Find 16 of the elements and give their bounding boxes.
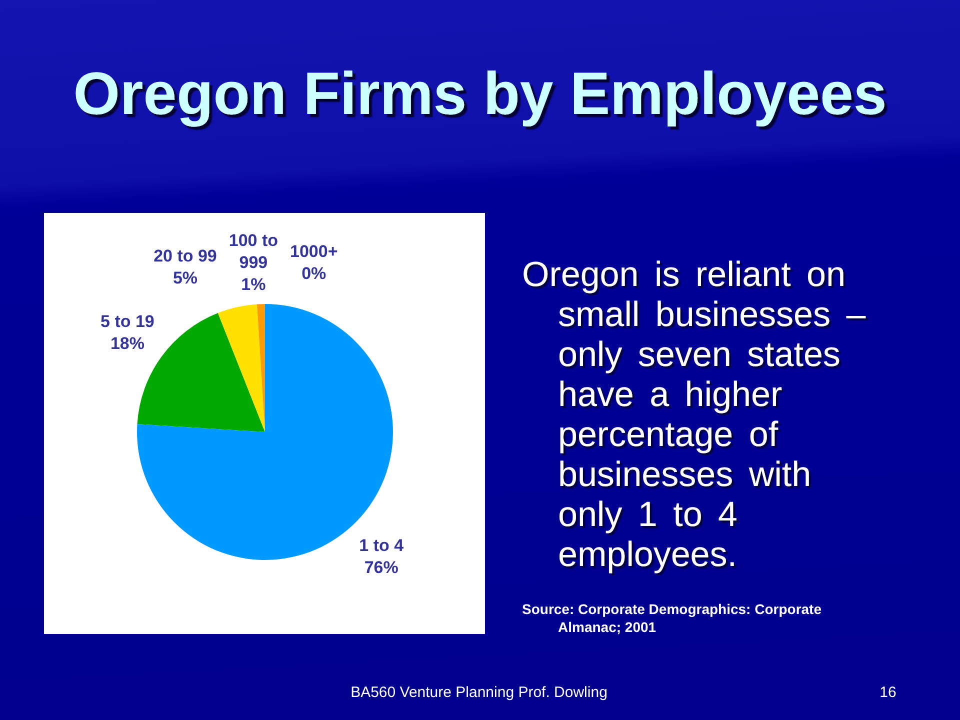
pie-slice [218, 304, 265, 432]
data-label: 76% [364, 558, 398, 578]
slice-label: 20 to 99 [154, 246, 217, 266]
slice-label: 100 to 999 [228, 231, 278, 272]
slice-label: 5 to 19 [100, 312, 154, 332]
data-label: 18% [110, 334, 144, 354]
category-label: 1000+ [290, 242, 338, 262]
text: BA560 Venture Planning Prof. Dowling [350, 684, 608, 701]
slice-label: 1 to 4 [359, 536, 404, 556]
chart-title: Oregon Firms by Employees [73, 60, 887, 127]
data-label: 5% [172, 268, 198, 288]
text: Oregon is reliant on small businesses – only seven states have a higher percentage of businesses with only 1 to 4 employees. [522, 255, 866, 574]
text: 16 [880, 684, 896, 701]
source-note: Source: Corporate Demographics: Corporate Almanac; 2001 [522, 601, 822, 635]
data-label: 1% [241, 275, 266, 294]
text: 0% [302, 264, 326, 284]
